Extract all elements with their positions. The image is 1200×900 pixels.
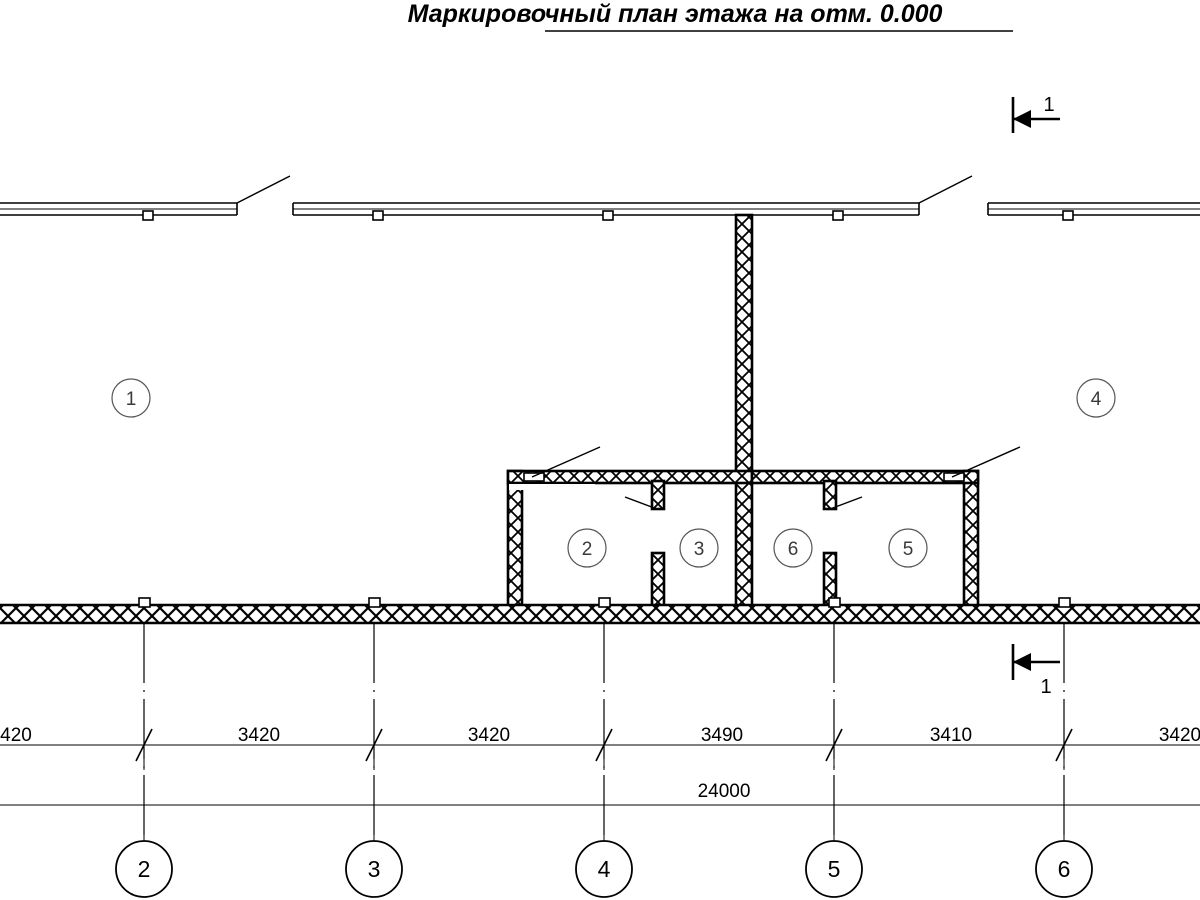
dimension-chain (0, 715, 1200, 770)
leader-room-2 (531, 446, 601, 478)
glazing-leader-middle (918, 175, 973, 204)
glazing-band-left (0, 175, 291, 221)
section-arrow-left-icon (1013, 653, 1031, 671)
interior-block-left-wall (506, 469, 524, 615)
interior-partition-top-right (750, 469, 980, 485)
room-marker-label: 2 (582, 539, 593, 560)
column-marker (602, 210, 614, 221)
total-dimension: 24000 (0, 781, 1200, 806)
column-marker (142, 210, 154, 221)
room-marker-label: 4 (1091, 389, 1102, 410)
dimension-label: 3420 (238, 725, 280, 746)
partition-opening-outline (523, 472, 545, 482)
glazing-band-right (987, 202, 1200, 221)
room-marker-label: 1 (126, 389, 137, 410)
partition-opening (524, 473, 544, 481)
bottom-wall-columns (138, 597, 1071, 608)
section-marker-top-label: 1 (1043, 94, 1054, 116)
room-marker-label: 5 (903, 539, 914, 560)
dimension-label: 3410 (930, 725, 972, 746)
axis-bubble-label: 3 (368, 856, 381, 882)
room-marker-2[interactable]: 2 (567, 528, 607, 568)
room-marker-3[interactable]: 3 (679, 528, 719, 568)
room-marker-1[interactable]: 1 (111, 378, 151, 418)
column-marker (598, 597, 611, 608)
section-marker-bottom-label: 1 (1040, 676, 1051, 698)
column-marker (832, 210, 844, 221)
partition-opening (944, 473, 964, 481)
axis-bubble-label: 2 (138, 856, 151, 882)
axis-bubbles: 2 3 4 5 6 (115, 805, 1093, 898)
axis-bubble-6[interactable]: 6 (1035, 805, 1093, 898)
partition-gap (509, 484, 595, 490)
room-marker-label: 6 (788, 539, 799, 560)
dimension-labels: 420 3420 3420 3490 3410 3420 (0, 725, 1200, 746)
glazing-band-middle (292, 175, 973, 221)
axis-bubble-3[interactable]: 3 (345, 805, 403, 898)
glazing-leader-left (236, 175, 291, 204)
interior-block-right-wall (962, 469, 980, 615)
axis-bubble-2[interactable]: 2 (115, 805, 173, 898)
page-title: Маркировочный план этажа на отм. 0.000 (408, 0, 943, 28)
axis-bubble-4[interactable]: 4 (575, 805, 633, 898)
room-marker-6[interactable]: 6 (773, 528, 813, 568)
partition-opening-outline (943, 472, 965, 482)
section-marker-top: 1 (1011, 94, 1060, 133)
room-marker-4[interactable]: 4 (1076, 378, 1116, 418)
dimension-label: 3420 (1159, 725, 1200, 746)
column-marker (372, 210, 384, 221)
axis-bubble-label: 4 (598, 856, 611, 882)
dimension-label: 420 (0, 725, 32, 746)
total-dimension-label: 24000 (698, 781, 751, 802)
column-marker (138, 597, 151, 608)
axis-bubble-label: 6 (1058, 856, 1071, 882)
bottom-exterior-wall (0, 603, 1200, 625)
section-arrow-left-icon (1013, 110, 1031, 128)
axis-bubble-5[interactable]: 5 (805, 805, 863, 898)
column-marker (1062, 210, 1074, 221)
leader-partition-left (624, 496, 658, 510)
leader-room-5 (951, 446, 1021, 478)
column-marker (1058, 597, 1071, 608)
drawing-title: Маркировочный план этажа на отм. 0.000 (408, 0, 1013, 32)
partition-stub-right-upper (822, 479, 838, 511)
partition-stub-left-upper (650, 479, 666, 511)
leader-partition-right (829, 496, 863, 510)
central-vertical-wall (734, 213, 754, 615)
room-markers: 1 2 3 6 5 4 (111, 378, 1116, 568)
column-marker (368, 597, 381, 608)
section-marker-bottom: 1 (1011, 644, 1060, 698)
room-marker-label: 3 (694, 539, 705, 560)
column-marker (828, 597, 841, 608)
axis-bubble-label: 5 (828, 856, 841, 882)
dimension-label: 3420 (468, 725, 510, 746)
dimension-label: 3490 (701, 725, 743, 746)
room-marker-5[interactable]: 5 (888, 528, 928, 568)
